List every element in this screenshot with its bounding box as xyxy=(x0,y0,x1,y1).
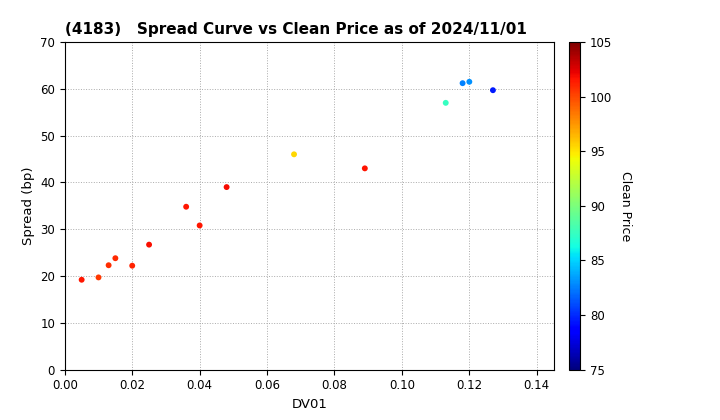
Point xyxy=(464,79,475,85)
Point xyxy=(487,87,499,94)
Point xyxy=(194,222,205,229)
Y-axis label: Clean Price: Clean Price xyxy=(618,171,631,241)
X-axis label: DV01: DV01 xyxy=(292,398,327,411)
Point xyxy=(143,241,155,248)
Point xyxy=(288,151,300,158)
Point xyxy=(127,262,138,269)
Point xyxy=(76,276,87,283)
Point xyxy=(456,80,468,87)
Point xyxy=(359,165,371,172)
Point xyxy=(103,262,114,269)
Text: (4183)   Spread Curve vs Clean Price as of 2024/11/01: (4183) Spread Curve vs Clean Price as of… xyxy=(65,22,526,37)
Point xyxy=(93,274,104,281)
Point xyxy=(440,100,451,106)
Point xyxy=(109,255,121,262)
Y-axis label: Spread (bp): Spread (bp) xyxy=(22,167,35,245)
Point xyxy=(181,203,192,210)
Point xyxy=(221,184,233,190)
